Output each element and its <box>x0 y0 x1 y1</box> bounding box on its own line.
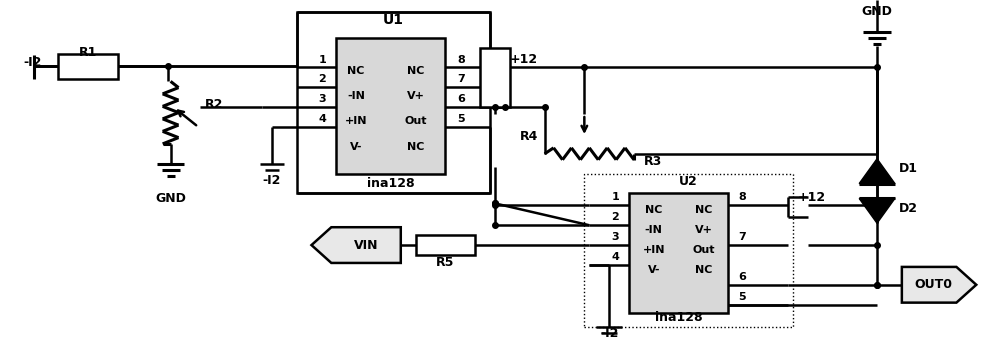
Text: 7: 7 <box>457 74 465 84</box>
Text: V+: V+ <box>694 225 712 235</box>
Text: D2: D2 <box>899 202 918 215</box>
Text: ina128: ina128 <box>655 311 702 324</box>
Text: 3: 3 <box>319 94 326 104</box>
Bar <box>629 193 728 313</box>
Text: -I2: -I2 <box>24 56 42 69</box>
Polygon shape <box>311 227 401 263</box>
Text: R3: R3 <box>644 155 662 168</box>
Text: OUT0: OUT0 <box>915 278 953 291</box>
Text: NC: NC <box>407 66 424 76</box>
Text: D1: D1 <box>899 162 918 175</box>
Text: +IN: +IN <box>345 116 367 126</box>
Polygon shape <box>859 159 895 183</box>
Text: -I2: -I2 <box>263 174 281 187</box>
Text: NC: NC <box>347 66 365 76</box>
Bar <box>297 12 490 193</box>
Polygon shape <box>859 198 895 223</box>
Text: 8: 8 <box>738 192 746 203</box>
Text: V-: V- <box>350 142 362 152</box>
Bar <box>58 54 118 79</box>
Text: VIN: VIN <box>354 239 378 252</box>
Text: ina128: ina128 <box>367 177 415 190</box>
Text: GND: GND <box>155 192 186 205</box>
Text: NC: NC <box>645 205 662 216</box>
Text: 2: 2 <box>611 212 619 222</box>
Text: 8: 8 <box>457 55 465 64</box>
Text: 1: 1 <box>611 192 619 203</box>
Text: 6: 6 <box>738 272 746 282</box>
Text: 6: 6 <box>457 94 465 104</box>
Text: +12: +12 <box>798 191 826 204</box>
Text: 1: 1 <box>319 55 326 64</box>
Text: Out: Out <box>692 245 715 255</box>
Text: V-: V- <box>648 265 660 275</box>
Text: R5: R5 <box>436 256 455 269</box>
Text: U1: U1 <box>382 13 403 27</box>
Text: 5: 5 <box>738 292 746 302</box>
Text: 4: 4 <box>611 252 619 262</box>
Text: +12: +12 <box>510 53 538 66</box>
Text: NC: NC <box>695 205 712 216</box>
Bar <box>416 235 475 255</box>
Bar <box>480 48 510 107</box>
Text: +IN: +IN <box>643 245 665 255</box>
Polygon shape <box>902 267 976 302</box>
Text: Out: Out <box>404 116 427 126</box>
Text: 5: 5 <box>457 114 465 124</box>
Text: V+: V+ <box>407 91 425 101</box>
Text: R1: R1 <box>79 46 97 59</box>
Text: NC: NC <box>695 265 712 275</box>
Text: -IN: -IN <box>347 91 365 101</box>
Text: R4: R4 <box>520 130 538 144</box>
Text: GND: GND <box>862 5 892 18</box>
Text: 3: 3 <box>611 232 619 242</box>
Text: U2: U2 <box>679 175 698 188</box>
Bar <box>584 174 793 327</box>
Text: -IN: -IN <box>645 225 663 235</box>
Bar <box>336 38 445 174</box>
Text: NC: NC <box>407 142 424 152</box>
Text: 7: 7 <box>738 232 746 242</box>
Text: R2: R2 <box>205 98 224 111</box>
Text: -I2: -I2 <box>600 327 618 340</box>
Text: 2: 2 <box>319 74 326 84</box>
Text: 4: 4 <box>318 114 326 124</box>
